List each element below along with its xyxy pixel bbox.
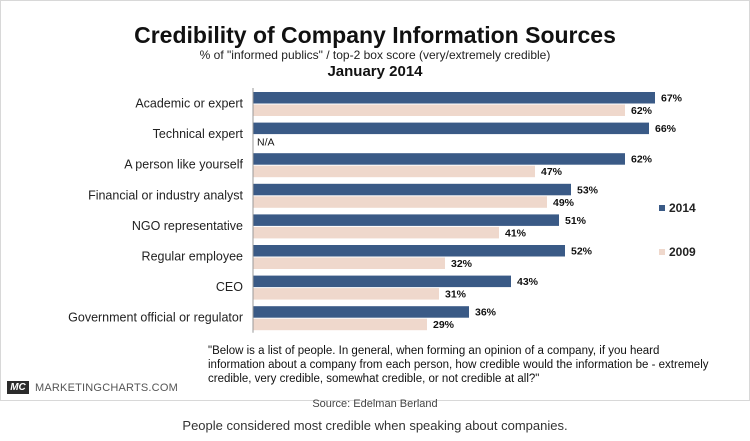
legend-swatch (659, 205, 665, 211)
bar-2014 (253, 245, 565, 257)
bar-2014 (253, 92, 655, 104)
category-label: CEO (216, 280, 243, 294)
bar-2009 (253, 165, 535, 178)
data-label-na: N/A (257, 137, 275, 149)
bar-chart: Academic or expert 67% 62% Technical expert… (68, 88, 696, 333)
data-label: 31% (445, 289, 467, 301)
category-label: NGO representative (132, 219, 243, 233)
bar-2014 (253, 153, 625, 165)
bar-2009 (253, 196, 547, 208)
data-label: 29% (433, 319, 455, 331)
data-label: 67% (661, 93, 683, 105)
data-label: 36% (475, 307, 497, 319)
brand-name: MARKETINGCHARTS.COM (35, 381, 178, 394)
chart-title: Credibility of Company Information Sourc… (134, 22, 616, 48)
brand-logo[interactable]: MC MARKETINGCHARTS.COM (7, 381, 178, 394)
data-label: 62% (631, 154, 653, 166)
data-label: 53% (577, 184, 599, 196)
bar-2014 (253, 306, 469, 318)
category-label: A person like yourself (124, 158, 243, 172)
bar-2009 (253, 104, 625, 116)
legend-label: 2009 (669, 245, 696, 259)
data-label: 43% (517, 276, 539, 288)
data-label: 51% (565, 215, 587, 227)
data-label: 62% (631, 105, 653, 117)
chart-period: January 2014 (327, 63, 423, 80)
image-caption: People considered most credible when spe… (182, 418, 568, 433)
data-label: 52% (571, 246, 593, 258)
data-label: 47% (541, 166, 563, 178)
bar-2009 (253, 226, 499, 239)
category-label: Government official or regulator (68, 311, 243, 325)
bar-2014 (253, 183, 571, 196)
bar-2014 (253, 122, 649, 135)
bar-2009 (253, 318, 427, 331)
legend-swatch (659, 249, 665, 255)
category-label: Regular employee (142, 250, 243, 264)
data-label: 66% (655, 123, 677, 135)
bar-2009 (253, 257, 445, 269)
data-label: 41% (505, 227, 527, 239)
bar-2014 (253, 275, 511, 288)
brand-badge: MC (7, 381, 29, 394)
chart-subtitle: % of "informed publics" / top-2 box scor… (199, 48, 551, 62)
category-label: Technical expert (153, 127, 244, 141)
survey-question-note: "Below is a list of people. In general, … (208, 345, 709, 385)
category-label: Academic or expert (135, 97, 243, 111)
data-label: 32% (451, 258, 473, 270)
bar-2014 (253, 214, 559, 226)
data-label: 49% (553, 197, 575, 209)
legend-label: 2014 (669, 201, 696, 215)
bar-2009 (253, 288, 439, 300)
source-note: Source: Edelman Berland (312, 398, 438, 410)
category-label: Financial or industry analyst (88, 188, 243, 202)
